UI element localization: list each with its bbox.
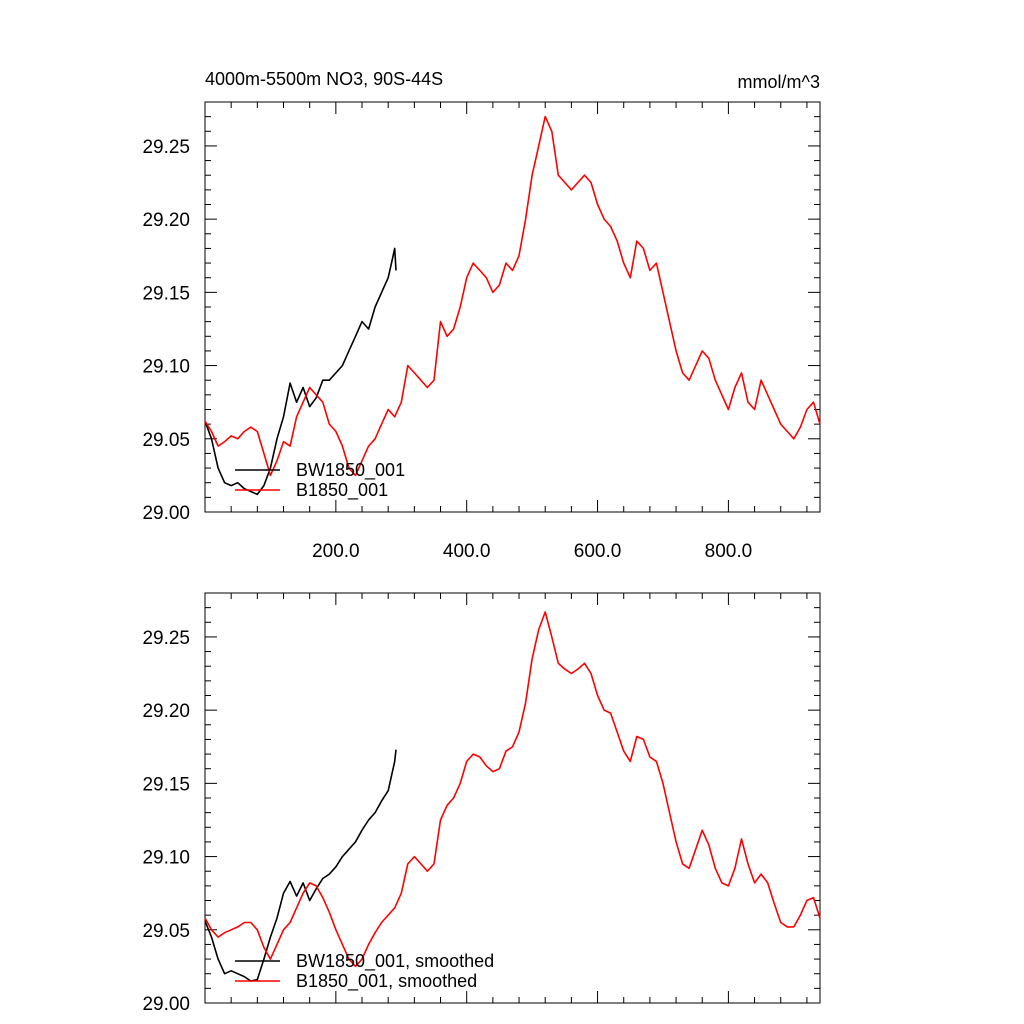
x-tick-label: 200.0 bbox=[312, 541, 360, 562]
y-tick-label: 29.05 bbox=[142, 430, 190, 451]
y-tick-label: 29.25 bbox=[142, 628, 190, 649]
y-tick-label: 29.05 bbox=[142, 921, 190, 942]
y-tick-label: 29.25 bbox=[142, 137, 190, 158]
y-tick-label: 29.00 bbox=[142, 994, 190, 1015]
series-line-bw1850-001-smoothed bbox=[204, 749, 397, 982]
chart-title: 4000m-5500m NO3, 90S-44S bbox=[205, 69, 443, 89]
bottom-panel: 29.00 29.05 29.10 29.15 29.20 29.25 BW1850_001… bbox=[142, 592, 821, 1015]
chart-units: mmol/m^3 bbox=[738, 72, 820, 92]
y-tick-label: 29.15 bbox=[142, 283, 190, 304]
y-tick-label: 29.10 bbox=[142, 357, 190, 378]
x-tick-label: 400.0 bbox=[443, 541, 491, 562]
plot-frame bbox=[204, 592, 821, 1004]
legend-label: B1850_001, smoothed bbox=[296, 971, 477, 992]
x-tick-label: 800.0 bbox=[705, 541, 753, 562]
x-tick-label: 600.0 bbox=[574, 541, 622, 562]
series-line-bw1850-001 bbox=[204, 247, 397, 496]
series-line-b1850-001 bbox=[204, 115, 821, 477]
top-panel: 29.00 29.05 29.10 29.15 29.20 29.25 200.0 400.0… bbox=[142, 101, 821, 562]
y-tick-label: 29.20 bbox=[142, 210, 190, 231]
legend-label: BW1850_001 bbox=[296, 460, 405, 481]
plot-frame bbox=[204, 101, 821, 513]
y-tick-label: 29.20 bbox=[142, 701, 190, 722]
y-tick-label: 29.10 bbox=[142, 848, 190, 869]
y-tick-label: 29.00 bbox=[142, 503, 190, 524]
legend-label: BW1850_001, smoothed bbox=[296, 951, 494, 972]
legend-label: B1850_001 bbox=[296, 480, 388, 501]
series-line-b1850-001-smoothed bbox=[204, 611, 821, 968]
y-tick-label: 29.15 bbox=[142, 774, 190, 795]
